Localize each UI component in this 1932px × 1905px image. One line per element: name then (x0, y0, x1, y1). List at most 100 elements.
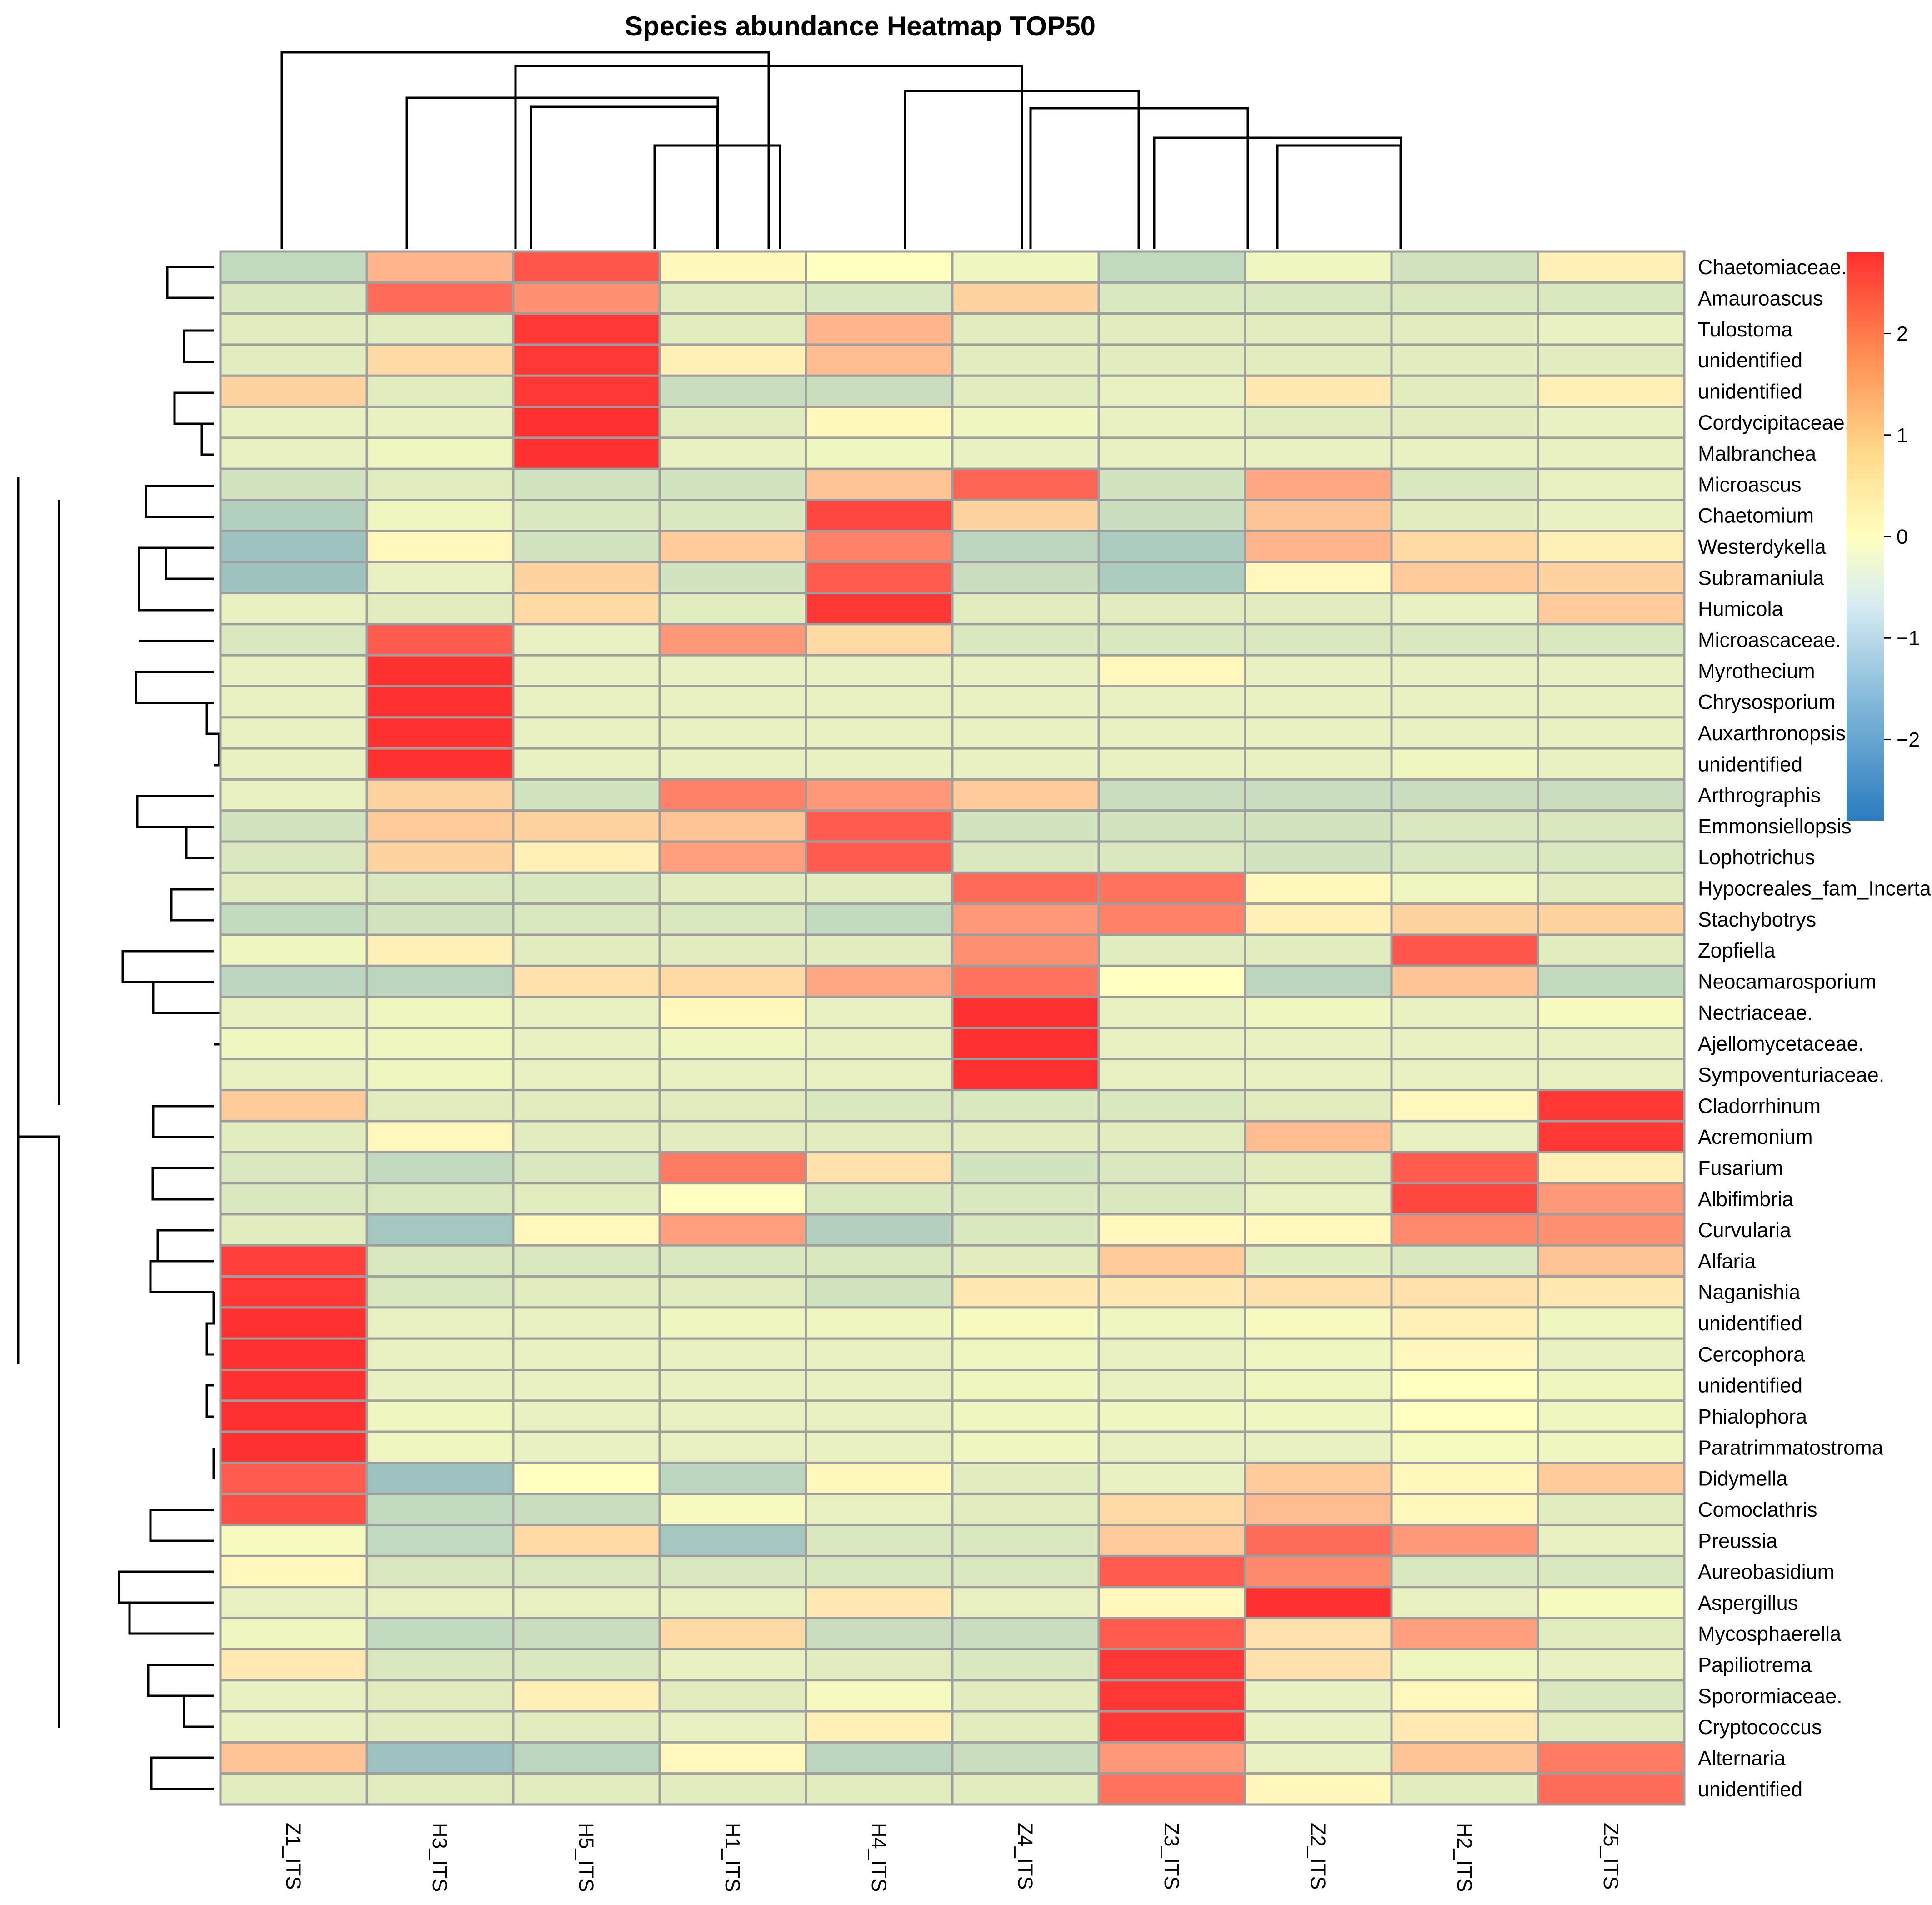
color-legend: 2 1 0 −1 −2 (1847, 252, 1920, 821)
heatmap-cell (658, 467, 807, 501)
heatmap-cell (1537, 1244, 1686, 1278)
heatmap-cell (365, 1772, 515, 1806)
heatmap-cell (1244, 1151, 1393, 1185)
heatmap-cell (1097, 436, 1246, 470)
heatmap-cell (658, 1027, 807, 1060)
heatmap-cell (512, 809, 661, 843)
heatmap-cell (365, 374, 515, 408)
heatmap-cell (1537, 1027, 1686, 1060)
heatmap-cell (365, 1306, 515, 1340)
column-label: H3_ITS (428, 1823, 451, 1892)
heatmap-cell (1097, 1399, 1246, 1433)
heatmap-cell (1390, 1120, 1539, 1153)
heatmap-cell (512, 436, 661, 470)
heatmap-cell (1244, 1089, 1393, 1123)
legend-tick-label: 1 (1897, 424, 1908, 447)
heatmap-cell (1097, 1710, 1246, 1744)
heatmap-cell (1244, 1586, 1393, 1619)
heatmap-cell (658, 1679, 807, 1713)
heatmap-cell (365, 343, 515, 377)
row-label: Ajellomycetaceae. (1698, 1032, 1864, 1055)
heatmap-cell (512, 1710, 661, 1744)
heatmap-cell (512, 1554, 661, 1589)
heatmap-cell (951, 1244, 1100, 1278)
heatmap-cell (1244, 654, 1393, 687)
row-label: Neocamarosporium (1698, 970, 1877, 993)
heatmap-cell (1097, 654, 1246, 687)
heatmap-cell (1390, 1182, 1539, 1216)
heatmap-cell (951, 467, 1100, 501)
heatmap-cell (951, 1027, 1100, 1060)
heatmap-cell (1244, 1027, 1393, 1060)
heatmap-cell (512, 623, 661, 657)
heatmap-cell (951, 1741, 1100, 1775)
row-label: Fusarium (1698, 1156, 1783, 1179)
heatmap-cell (951, 592, 1100, 626)
heatmap-cell (219, 343, 368, 377)
row-label: Microascaceae. (1698, 628, 1841, 652)
heatmap-cell (805, 933, 954, 967)
heatmap-cell (365, 964, 515, 998)
heatmap-cell (805, 1182, 954, 1216)
heatmap-cell (365, 592, 515, 626)
heatmap-cell (658, 1337, 807, 1371)
heatmap-cell (1390, 1524, 1539, 1557)
heatmap-cell (1097, 716, 1246, 750)
row-label: Mycosphaerella (1698, 1622, 1842, 1645)
heatmap-cell (658, 685, 807, 719)
heatmap-cell (658, 343, 807, 377)
heatmap-cell (1097, 1369, 1246, 1402)
heatmap-cell (658, 1151, 807, 1185)
column-label: Z2_ITS (1306, 1823, 1330, 1890)
heatmap-cell (219, 623, 368, 657)
heatmap-cell (512, 654, 661, 687)
row-label: Malbranchea (1698, 442, 1817, 465)
heatmap-cell (365, 1337, 515, 1371)
heatmap-cell (365, 1369, 515, 1402)
heatmap-cell (805, 530, 954, 563)
heatmap-cell (1097, 996, 1246, 1029)
heatmap-cell (805, 436, 954, 470)
heatmap-cell (658, 809, 807, 843)
heatmap-cell (219, 1275, 368, 1309)
heatmap-cell (1097, 1648, 1246, 1682)
heatmap-cell (512, 406, 661, 439)
heatmap-cell (512, 1151, 661, 1185)
heatmap-cell (1097, 902, 1246, 936)
heatmap-cell (1537, 1772, 1686, 1806)
legend-tick-label: −1 (1897, 627, 1920, 650)
heatmap-cell (1244, 1554, 1393, 1589)
heatmap-cell (805, 623, 954, 657)
heatmap-cell (658, 778, 807, 812)
heatmap-cell (219, 1586, 368, 1619)
heatmap-cell (1244, 809, 1393, 843)
heatmap-cell (951, 1524, 1100, 1557)
heatmap-cell (512, 1430, 661, 1464)
heatmap-cell (1537, 406, 1686, 439)
heatmap-cell (365, 530, 515, 563)
heatmap-cell (951, 1306, 1100, 1340)
heatmap-cell (1244, 343, 1393, 377)
heatmap-cell (365, 436, 515, 470)
row-label: Paratrimmatostroma (1698, 1436, 1884, 1459)
row-label: Sympoventuriaceae. (1698, 1063, 1884, 1086)
heatmap-cell (1390, 1617, 1539, 1650)
heatmap-cells (219, 250, 1686, 1806)
heatmap-cell (1097, 1120, 1246, 1153)
column-label: H2_ITS (1453, 1823, 1476, 1892)
heatmap-cell (1390, 1493, 1539, 1526)
heatmap-cell (805, 1493, 954, 1526)
heatmap-cell (1390, 933, 1539, 967)
row-label: Cercophora (1698, 1343, 1805, 1366)
heatmap-cell (1097, 1337, 1246, 1371)
row-label: unidentified (1698, 1778, 1802, 1801)
heatmap-cell (658, 406, 807, 439)
heatmap-cell (1390, 1244, 1539, 1278)
heatmap-cell (219, 592, 368, 626)
heatmap-cell (1097, 374, 1246, 408)
heatmap-cell (805, 1772, 954, 1806)
heatmap-cell (658, 654, 807, 687)
heatmap-cell (805, 592, 954, 626)
heatmap-cell (1244, 1648, 1393, 1682)
heatmap-cell (512, 374, 661, 408)
